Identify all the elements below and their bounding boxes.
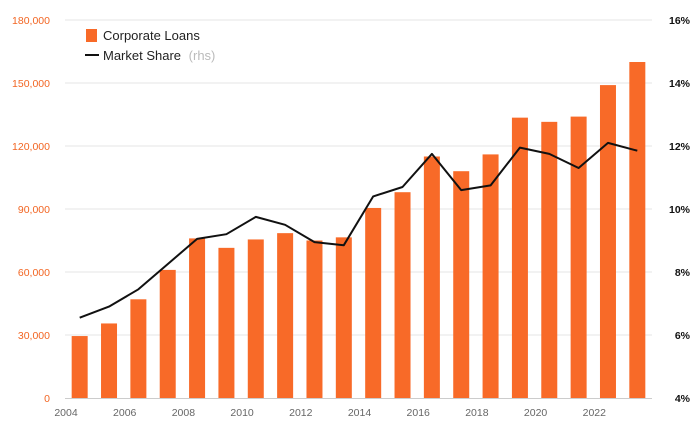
bar <box>394 192 411 398</box>
bar <box>277 233 294 398</box>
grid-lines <box>65 19 652 336</box>
y-left-tick-label: 120,000 <box>12 141 50 153</box>
legend-label-market-share-name: Market Share <box>103 48 181 63</box>
bar <box>599 85 616 398</box>
y-left-tick-label: 90,000 <box>18 204 50 216</box>
y-right-tick-label: 12% <box>669 141 691 153</box>
bar <box>130 299 147 398</box>
x-tick-label: 2018 <box>465 407 489 419</box>
axes: 0 30,000 60,000 90,000 120,000 150,000 180,000… <box>12 15 691 419</box>
y-right-tick-label: 14% <box>669 78 691 90</box>
y-right-tick-label: 6% <box>675 330 691 342</box>
bar-series-corporate-loans <box>71 62 646 399</box>
x-tick-label: 2020 <box>524 407 548 419</box>
market-share-line <box>79 141 638 319</box>
bar <box>570 116 587 398</box>
bar <box>71 336 88 398</box>
x-tick-label: 2016 <box>407 407 431 419</box>
bar <box>541 121 558 398</box>
x-tick-label: 2022 <box>583 407 607 419</box>
x-tick-label: 2010 <box>230 407 254 419</box>
y-right-tick-label: 8% <box>675 267 691 279</box>
bar <box>453 171 470 398</box>
bar <box>365 207 382 398</box>
bar <box>101 323 118 398</box>
bar <box>218 247 235 398</box>
bar <box>247 239 264 398</box>
y-left-tick-label: 150,000 <box>12 78 50 90</box>
y-left-tick-label: 60,000 <box>18 267 50 279</box>
bar <box>482 154 499 398</box>
legend: Corporate Loans Market Share (rhs) <box>85 28 215 63</box>
legend-label-market-share-suffix: (rhs) <box>189 48 216 63</box>
x-tick-label: 2006 <box>113 407 137 419</box>
y-right-tick-label: 4% <box>675 393 691 405</box>
y-left-tick-label: 0 <box>44 393 50 405</box>
bar <box>189 238 206 398</box>
legend-label-corporate-loans: Corporate Loans <box>103 28 200 43</box>
bar <box>159 269 176 398</box>
legend-swatch-corporate-loans <box>86 29 97 42</box>
x-tick-label: 2004 <box>54 407 78 419</box>
bar <box>335 237 352 398</box>
y-left-tick-label: 30,000 <box>18 330 50 342</box>
x-tick-label: 2012 <box>289 407 313 419</box>
y-right-tick-label: 16% <box>669 15 691 27</box>
bar <box>511 117 528 399</box>
x-tick-label: 2008 <box>172 407 196 419</box>
bar <box>423 156 440 398</box>
y-right-tick-label: 10% <box>669 204 691 216</box>
x-tick-label: 2014 <box>348 407 372 419</box>
legend-label-market-share: Market Share (rhs) <box>103 48 215 63</box>
line-series-market-share <box>79 141 638 319</box>
bar <box>306 240 323 398</box>
bar <box>629 62 646 398</box>
y-left-tick-label: 180,000 <box>12 15 50 27</box>
